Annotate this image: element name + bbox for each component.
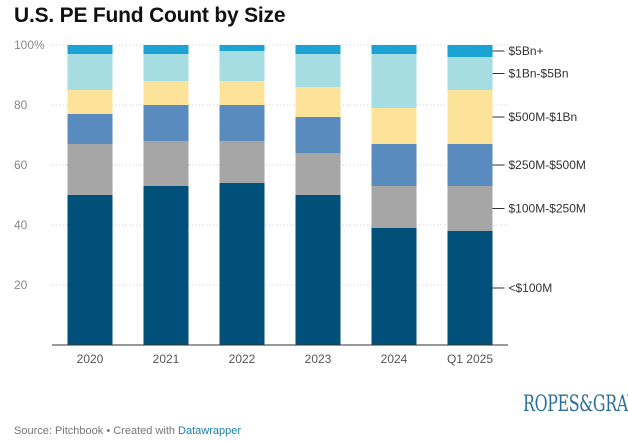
- bar-segment: [371, 108, 417, 144]
- bar-segment: [295, 87, 341, 117]
- y-tick-label: 80: [14, 98, 28, 112]
- bar-segment: [371, 54, 417, 108]
- x-tick-label: 2021: [153, 352, 180, 366]
- bar-segment: [295, 153, 341, 195]
- y-tick-label: 20: [14, 278, 28, 292]
- chart-title: U.S. PE Fund Count by Size: [14, 4, 286, 27]
- series-label: $100M-$250M: [509, 202, 586, 216]
- bar-segment: [67, 45, 113, 54]
- bar-segment: [219, 105, 265, 141]
- bar-segment: [295, 117, 341, 153]
- bar-segment: [295, 45, 341, 54]
- ropes-gray-logo: ROPES&GRAY: [523, 392, 628, 417]
- y-tick-label: 60: [14, 158, 28, 172]
- bar-segment: [447, 144, 493, 186]
- bar-segment: [371, 186, 417, 228]
- series-label: $5Bn+: [509, 44, 544, 58]
- bar-segment: [371, 228, 417, 345]
- x-tick-label: 2023: [305, 352, 332, 366]
- bar-segment: [371, 144, 417, 186]
- x-tick-label: 2020: [77, 352, 104, 366]
- bars: [67, 45, 493, 345]
- bar-segment: [143, 141, 189, 186]
- bar-segment: [447, 90, 493, 144]
- bar-segment: [219, 141, 265, 183]
- bar-segment: [143, 45, 189, 54]
- bar-segment: [67, 195, 113, 345]
- axes: 20 40 60 80 100% 2020 2021 2022 2023 2024 Q1 2025: [14, 38, 508, 366]
- bar-segment: [143, 81, 189, 105]
- bar-segment: [143, 105, 189, 141]
- bar-segment: [447, 57, 493, 90]
- bar-segment: [447, 186, 493, 231]
- x-tick-label: Q1 2025: [447, 352, 493, 366]
- bar-segment: [447, 231, 493, 345]
- bar-segment: [143, 186, 189, 345]
- series-label: $250M-$500M: [509, 158, 586, 172]
- x-tick-label: 2022: [229, 352, 256, 366]
- series-label: <$100M: [509, 281, 553, 295]
- bar-segment: [219, 183, 265, 345]
- bar-segment: [447, 45, 493, 57]
- bar-segment: [67, 90, 113, 114]
- source-note: Source: Pitchbook • Created with: [14, 425, 179, 437]
- series-label: $1Bn-$5Bn: [509, 67, 569, 81]
- bar-segment: [219, 51, 265, 81]
- footer: Source: Pitchbook • Created with Datawra…: [14, 425, 241, 437]
- y-tick-label: 100%: [14, 38, 45, 52]
- series-label: $500M-$1Bn: [509, 110, 578, 124]
- bar-segment: [219, 45, 265, 51]
- x-tick-label: 2024: [381, 352, 408, 366]
- bar-segment: [295, 54, 341, 87]
- y-tick-label: 40: [14, 218, 28, 232]
- datawrapper-link[interactable]: Datawrapper: [178, 425, 242, 437]
- bar-segment: [67, 114, 113, 144]
- bar-segment: [219, 81, 265, 105]
- bar-segment: [143, 54, 189, 81]
- gridlines: [52, 44, 508, 286]
- bar-segment: [295, 195, 341, 345]
- bar-segment: [67, 144, 113, 195]
- bar-segment: [67, 54, 113, 90]
- bar-segment: [371, 45, 417, 54]
- series-labels: <$100M $100M-$250M $250M-$500M $500M-$1Bn $1…: [492, 44, 586, 295]
